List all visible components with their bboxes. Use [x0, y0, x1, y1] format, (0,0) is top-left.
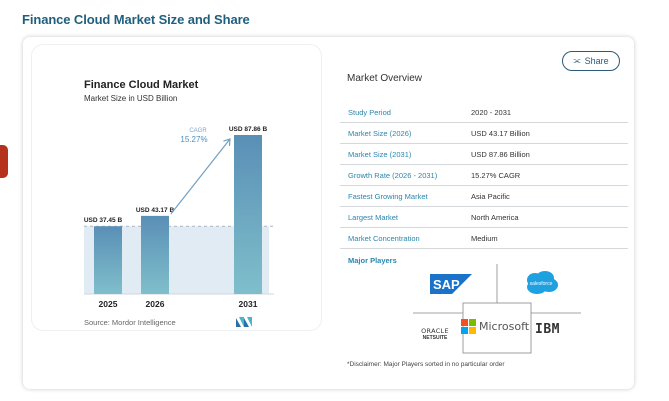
table-row: Fastest Growing Market Asia Pacific	[340, 186, 628, 207]
chart-title: Finance Cloud Market	[84, 79, 199, 91]
market-overview-table: Study Period 2020 - 2031 Market Size (20…	[340, 102, 628, 249]
major-players-label[interactable]: Major Players	[348, 256, 397, 265]
oracle-netsuite-logo: ORACLE NETSUITE	[415, 327, 455, 341]
cagr-label: CAGR	[189, 128, 207, 134]
share-label: Share	[584, 56, 609, 66]
x-tick-label-2025: 2025	[99, 299, 118, 309]
netsuite-logo-text: NETSUITE	[422, 335, 448, 341]
market-overview-title: Market Overview	[347, 73, 423, 84]
share-icon: ⫘	[573, 56, 581, 65]
sap-logo: SAP	[430, 274, 472, 294]
table-row: Growth Rate (2026 - 2031) 15.27% CAGR	[340, 165, 628, 186]
bar-2025	[94, 226, 122, 294]
salesforce-logo: salesforce	[527, 271, 558, 294]
mordor-intelligence-logo-icon	[236, 317, 252, 327]
row-value: Asia Pacific	[471, 191, 510, 201]
row-value: 2020 - 2031	[471, 107, 512, 117]
row-label[interactable]: Fastest Growing Market	[348, 191, 428, 201]
data-label-2025: USD 37.45 B	[84, 217, 123, 224]
table-row: Market Size (2026) USD 43.17 Billion	[340, 123, 628, 144]
chart-subtitle: Market Size in USD Billion	[84, 94, 178, 103]
share-button[interactable]: ⫘ Share	[562, 51, 620, 71]
row-label[interactable]: Study Period	[348, 107, 391, 117]
microsoft-windows-icon	[461, 319, 476, 334]
row-label[interactable]: Market Size (2031)	[348, 149, 412, 159]
data-label-2026: USD 43.17 B	[136, 207, 175, 214]
bar-2031	[234, 135, 262, 294]
chart-source: Source: Mordor Intelligence	[84, 318, 176, 327]
row-value: 15.27% CAGR	[471, 170, 521, 180]
cagr-value: 15.27%	[180, 135, 207, 144]
microsoft-logo: Microsoft	[461, 319, 529, 334]
data-label-2031: USD 87.86 B	[229, 126, 268, 133]
chart-card: USD 37.45 B 2025 USD 43.17 B 2026 USD 87.86 …	[31, 44, 322, 331]
row-value: North America	[471, 212, 519, 222]
oracle-logo-text: ORACLE	[421, 327, 449, 335]
table-row: Market Concentration Medium	[340, 228, 628, 249]
market-snapshot-card: USD 37.45 B 2025 USD 43.17 B 2026 USD 87.86 …	[23, 37, 634, 389]
cagr-arrow	[170, 139, 230, 215]
row-value: Medium	[471, 233, 498, 243]
row-label[interactable]: Largest Market	[348, 212, 399, 222]
x-tick-label-2031: 2031	[239, 299, 258, 309]
side-feedback-tab[interactable]	[0, 145, 8, 178]
salesforce-logo-text: salesforce	[530, 281, 553, 287]
table-row: Market Size (2031) USD 87.86 Billion	[340, 144, 628, 165]
table-row: Study Period 2020 - 2031	[340, 102, 628, 123]
bar-2026	[141, 215, 169, 294]
row-label[interactable]: Market Size (2026)	[348, 128, 412, 138]
page-title: Finance Cloud Market Size and Share	[22, 12, 250, 27]
x-tick-label-2026: 2026	[146, 299, 165, 309]
microsoft-logo-text: Microsoft	[479, 320, 530, 333]
table-row: Largest Market North America	[340, 207, 628, 228]
row-label[interactable]: Growth Rate (2026 - 2031)	[348, 170, 438, 180]
row-value: USD 43.17 Billion	[471, 128, 530, 138]
bar-chart: USD 37.45 B 2025 USD 43.17 B 2026 USD 87.86 …	[84, 126, 274, 309]
row-value: USD 87.86 Billion	[471, 149, 530, 159]
ibm-logo: IBM	[535, 322, 560, 337]
disclaimer: *Disclaimer: Major Players sorted in no …	[347, 361, 505, 368]
sap-logo-text: SAP	[433, 277, 460, 292]
row-label[interactable]: Market Concentration	[348, 233, 420, 243]
